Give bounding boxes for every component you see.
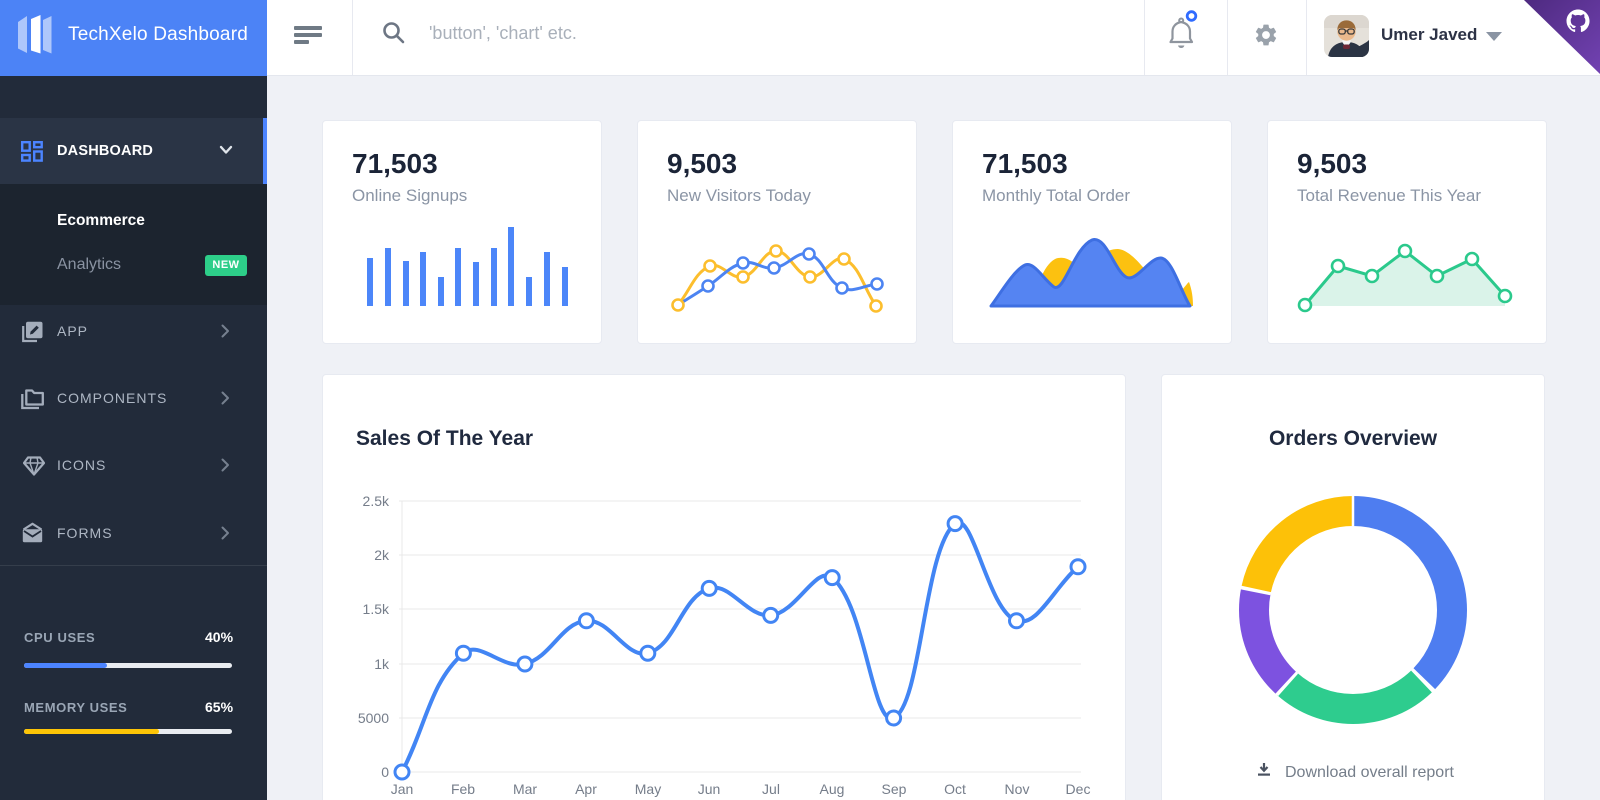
svg-text:Oct: Oct [944,781,966,797]
svg-text:Sep: Sep [882,781,907,797]
svg-text:2k: 2k [374,547,390,563]
svg-text:1.5k: 1.5k [363,601,390,617]
svg-text:Jun: Jun [698,781,721,797]
svg-text:Mar: Mar [513,781,537,797]
svg-text:1k: 1k [374,656,390,672]
svg-text:Nov: Nov [1005,781,1030,797]
svg-text:Feb: Feb [451,781,475,797]
svg-text:Apr: Apr [575,781,597,797]
svg-text:May: May [635,781,661,797]
svg-text:Download overall report: Download overall report [1285,764,1455,781]
svg-text:Dec: Dec [1066,781,1091,797]
svg-text:5000: 5000 [358,710,389,726]
svg-text:Jul: Jul [762,781,780,797]
svg-text:2.5k: 2.5k [363,493,390,509]
svg-text:Aug: Aug [820,781,845,797]
svg-text:Jan: Jan [391,781,414,797]
svg-text:0: 0 [381,764,389,780]
